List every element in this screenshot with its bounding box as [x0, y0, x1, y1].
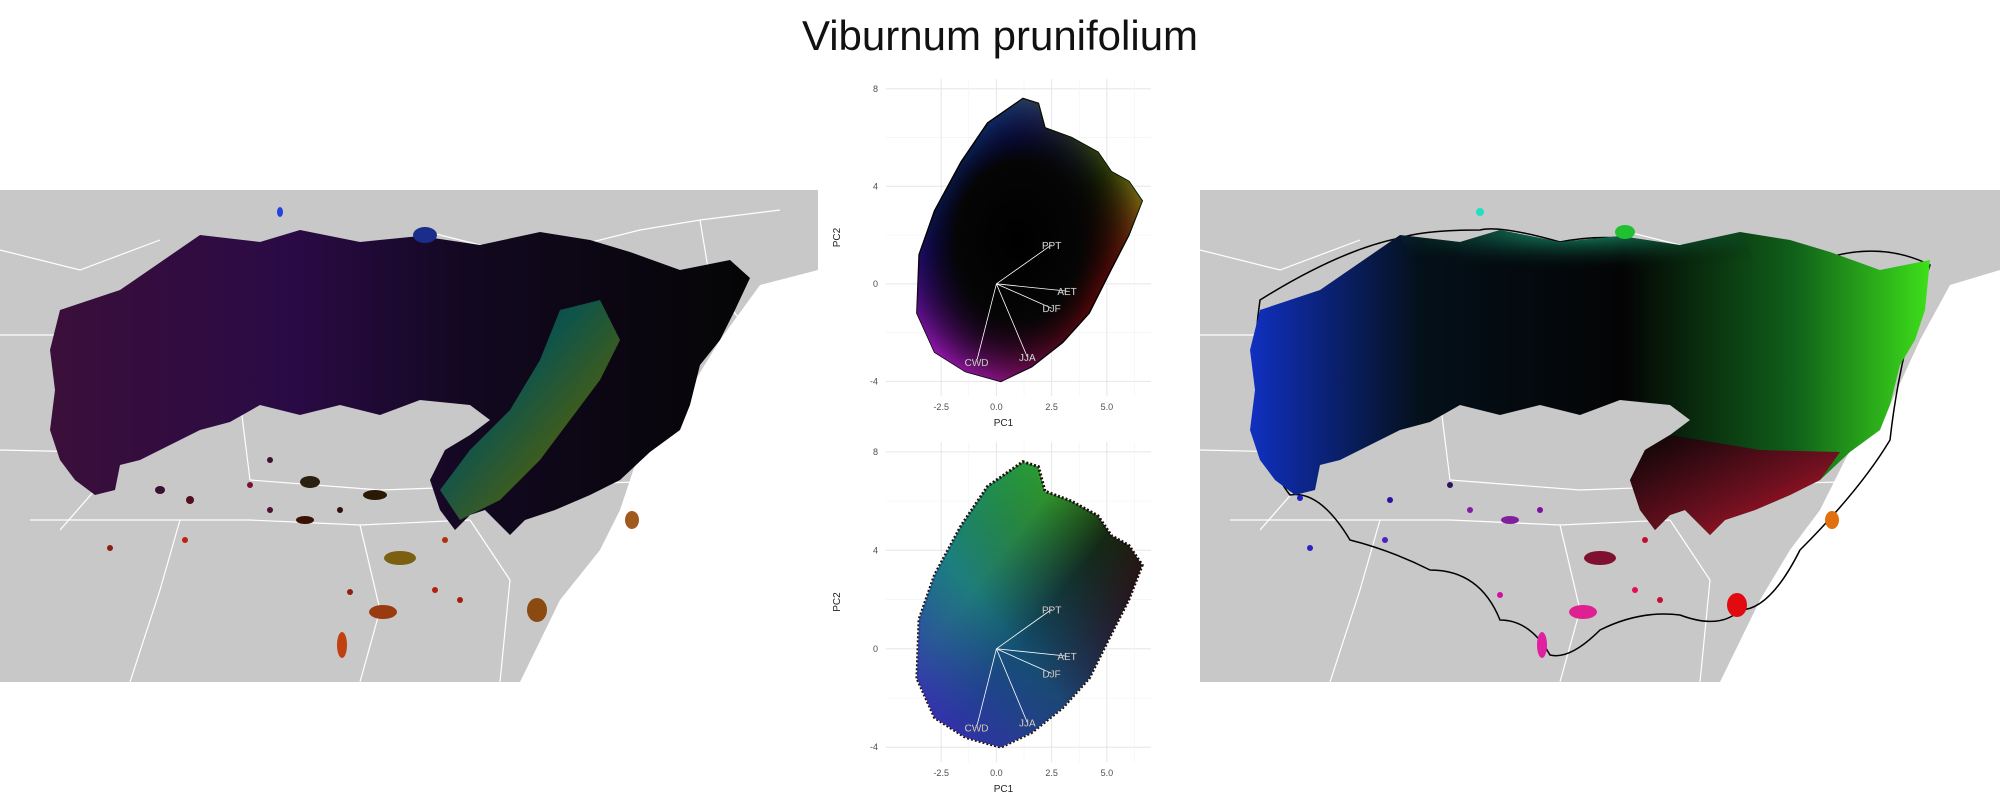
- y-tick-label: 0: [873, 279, 878, 289]
- y-tick-label: -4: [870, 742, 878, 752]
- pca-colorspace-cloud: [916, 97, 1144, 383]
- map-right-patches: [1297, 208, 1839, 658]
- vector-label-jja: JJA: [1019, 719, 1036, 730]
- chart-title: Viburnum prunifolium: [801, 12, 1199, 59]
- vector-jja: [996, 283, 1028, 358]
- x-tick-label: -2.5: [933, 768, 949, 778]
- pca-points-vectors: PPT AET DJF CWD JJA: [964, 605, 1077, 735]
- pca-colorspace-axes: -2.5 0.0 2.5 5.0 -4 0 4 8 PC1 PC2: [832, 84, 1113, 429]
- map-right-range-south: [1630, 435, 1840, 535]
- vector-aet: [996, 648, 1068, 657]
- map-right-panel: [1199, 190, 2000, 683]
- vector-label-aet: AET: [1057, 287, 1076, 298]
- y-tick-label: -4: [870, 376, 878, 386]
- map-right-ocean: [1720, 270, 2000, 682]
- x-tick-label: 5.0: [1101, 402, 1114, 412]
- pca-points-cloud: [915, 460, 1144, 749]
- map-right-range-top: [1400, 230, 1760, 290]
- vector-label-jja: JJA: [1019, 353, 1036, 364]
- x-tick-label: 2.5: [1045, 768, 1058, 778]
- y-axis-label: PC2: [832, 592, 843, 612]
- vector-label-djf: DJF: [1042, 669, 1060, 680]
- y-tick-label: 4: [873, 545, 878, 555]
- map-right-hull: [1254, 228, 1931, 657]
- y-tick-label: 8: [873, 84, 878, 94]
- vector-cwd: [976, 283, 997, 362]
- pca-points-axes: -2.5 0.0 2.5 5.0 -4 0 4 8 PC1 PC2: [832, 447, 1113, 795]
- vector-label-ppt: PPT: [1042, 241, 1061, 252]
- y-tick-label: 0: [873, 644, 878, 654]
- y-tick-label: 8: [873, 447, 878, 457]
- vector-ppt: [996, 609, 1052, 650]
- map-right-svg: [1199, 190, 2000, 683]
- vector-djf: [996, 283, 1052, 309]
- x-tick-label: 2.5: [1045, 402, 1058, 412]
- pca-colorspace-panel: PPT AET DJF CWD JJA -2.5 0.0 2.5 5.0 -4 0 4 8 PC1 PC2: [826, 74, 1166, 434]
- y-tick-label: 4: [873, 181, 878, 191]
- x-tick-label: 0.0: [990, 402, 1003, 412]
- x-axis-label: PC1: [994, 418, 1014, 429]
- vector-aet: [996, 283, 1068, 292]
- x-tick-label: -2.5: [933, 402, 949, 412]
- y-axis-label: PC2: [832, 227, 843, 247]
- vector-label-djf: DJF: [1042, 304, 1060, 315]
- pca-points-svg: PPT AET DJF CWD JJA -2.5 0.0 2.5 5.0 -4 0 4 8 PC1 PC2: [832, 442, 1151, 795]
- vector-cwd: [976, 648, 997, 728]
- map-left-patches: [107, 207, 639, 658]
- vector-label-aet: AET: [1057, 652, 1076, 663]
- pca-colorspace-vectors: PPT AET DJF CWD JJA: [964, 241, 1077, 369]
- map-left-stripe: [440, 300, 620, 520]
- map-left-ocean: [520, 270, 818, 682]
- x-tick-label: 0.0: [990, 768, 1003, 778]
- x-tick-label: 5.0: [1101, 768, 1114, 778]
- pca-colorspace-svg: PPT AET DJF CWD JJA -2.5 0.0 2.5 5.0 -4 0 4 8 PC1 PC2: [832, 79, 1151, 429]
- x-axis-label: PC1: [994, 784, 1014, 795]
- vector-ppt: [996, 244, 1052, 285]
- vector-label-cwd: CWD: [965, 358, 989, 369]
- vector-jja: [996, 648, 1028, 723]
- vector-label-ppt: PPT: [1042, 605, 1061, 616]
- map-left-panel: [0, 190, 818, 683]
- pca-points-panel: PPT AET DJF CWD JJA -2.5 0.0 2.5 5.0 -4 0 4 8 PC1 PC2: [826, 437, 1166, 800]
- vector-djf: [996, 648, 1052, 674]
- vector-label-cwd: CWD: [965, 724, 989, 735]
- map-left-svg: [0, 190, 818, 683]
